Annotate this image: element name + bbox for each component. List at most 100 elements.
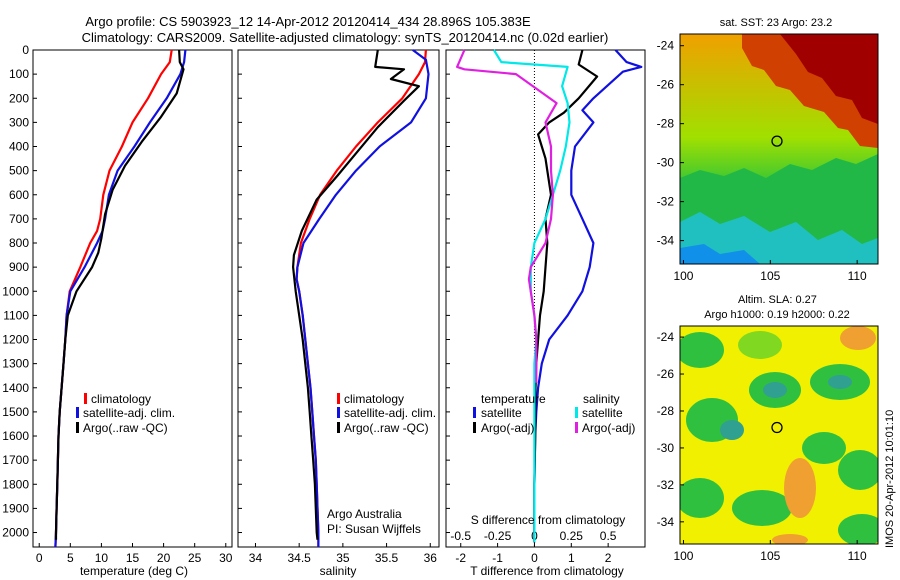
legend-swatch-s-satellite: [575, 407, 578, 418]
sst-map-field: [680, 34, 878, 264]
series-line-t-argo-adj-: [533, 49, 599, 543]
depth-tick-label: 1000: [2, 284, 29, 298]
sst-argo-position-marker: [771, 135, 783, 147]
series-line-t-satellite: [533, 49, 643, 543]
legend-header-temperature: temperature: [481, 392, 546, 406]
sst-map: sat. SST: 23 Argo: 23.2 100 105 110 -24 -26 -…: [657, 17, 879, 283]
x-tick-label: 0: [531, 551, 538, 565]
depth-tick-label: 0: [22, 43, 29, 57]
depth-tick-label: 1300: [2, 357, 29, 371]
map-x-tick-label: 100: [673, 549, 693, 563]
depth-tick-label: 1100: [3, 308, 29, 322]
legend-swatch-satellite: [337, 407, 340, 418]
map-y-tick-label: -28: [657, 117, 675, 131]
difference-axes: [445, 49, 646, 548]
depth-tick-label: 1200: [2, 333, 29, 347]
map-y-tick-label: -32: [657, 478, 675, 492]
annotation-pi: PI: Susan Wijffels: [327, 522, 421, 536]
x-tick-label: 0: [36, 551, 43, 565]
map-y-tick-label: -24: [657, 330, 675, 344]
x-tick-label: 36: [424, 551, 438, 565]
legend-swatch-s-argo: [575, 422, 578, 433]
x-tick-label: 10: [95, 551, 109, 565]
legend-label-climatology: climatology: [344, 392, 404, 406]
salinity-axis-label: salinity: [320, 564, 357, 578]
depth-tick-label: 300: [9, 115, 29, 129]
x-tick-label: 25: [188, 551, 202, 565]
x-tick-label: 2: [605, 551, 612, 565]
sla-map-subtitle: Argo h1000: 0.19 h2000: 0.22: [704, 309, 850, 321]
legend-header-salinity: salinity: [583, 392, 620, 406]
map-y-tick-label: -26: [657, 78, 675, 92]
x-tick-label: -1: [492, 551, 503, 565]
x-tick-label: 1: [568, 551, 575, 565]
sla-map-field: [680, 326, 878, 544]
legend-label-t-satellite: satellite: [481, 406, 522, 420]
temperature-axis-label: temperature (deg C): [80, 564, 188, 578]
sla-map: Altim. SLA: 0.27 Argo h1000: 0.19 h2000:…: [657, 294, 879, 563]
legend-swatch-argo: [76, 422, 79, 433]
legend-label-satellite: satellite-adj. clim.: [83, 406, 175, 420]
legend-swatch-t-satellite: [473, 407, 476, 418]
map-x-tick-label: 110: [848, 549, 867, 563]
x-tick-label: 20: [157, 551, 171, 565]
map-x-tick-label: 105: [760, 549, 780, 563]
x-tick-label: 34.5: [287, 551, 311, 565]
series-line-argo-raw-qc-: [54, 49, 185, 540]
depth-tick-label: 800: [9, 236, 29, 250]
sla-map-frame: [679, 325, 879, 545]
map-y-tick-label: -30: [657, 441, 675, 455]
legend-swatch-climatology: [84, 393, 87, 404]
depth-tick-label: 900: [9, 260, 29, 274]
x-tick-label: 30: [219, 551, 233, 565]
annotation-argo-australia: Argo Australia: [327, 507, 402, 521]
map-y-tick-label: -30: [657, 156, 675, 170]
legend-swatch-argo: [337, 422, 340, 433]
difference-axis-label: T difference from climatology: [470, 564, 624, 578]
legend-label-climatology: climatology: [91, 392, 151, 406]
legend-swatch-climatology: [337, 393, 340, 404]
top-x-tick-label: 0.5: [600, 529, 617, 543]
profile-series: [54, 49, 643, 548]
sst-map-frame: [679, 33, 879, 265]
map-x-tick-label: 110: [848, 269, 867, 283]
sla-argo-position-marker: [771, 421, 783, 434]
legend-label-s-satellite: satellite: [582, 406, 623, 420]
salinity-axes: [237, 49, 440, 548]
temperature-legend: climatology satellite-adj. clim. Argo(..…: [76, 392, 175, 435]
depth-tick-labels: 0 100 200 300 400 500 600 700 800 900 1000 1100 1200…: [2, 43, 450, 540]
depth-tick-label: 1600: [2, 429, 29, 443]
depth-tick-label: 700: [9, 212, 29, 226]
map-y-tick-label: -34: [657, 234, 675, 248]
map-x-tick-label: 105: [760, 269, 780, 283]
x-tick-label: -2: [455, 551, 466, 565]
depth-tick-label: 1800: [2, 477, 29, 491]
top-x-tick-label: -0.5: [450, 529, 471, 543]
map-x-tick-label: 100: [673, 269, 693, 283]
header-line-1: Argo profile: CS 5903923_12 14-Apr-2012 …: [85, 14, 531, 29]
series-line-argo-raw-qc-: [292, 49, 420, 540]
map-y-tick-label: -32: [657, 195, 675, 209]
depth-tick-label: 100: [9, 67, 29, 81]
legend-label-argo: Argo(..raw -QC): [83, 421, 168, 435]
depth-tick-label: 2000: [2, 526, 29, 540]
x-tick-label: 5: [67, 551, 74, 565]
sst-map-ticks: 100 105 110 -24 -26 -28 -30 -32 -34: [657, 39, 867, 283]
map-y-tick-label: -24: [657, 39, 675, 53]
legend-label-s-argo: Argo(-adj): [582, 421, 635, 435]
depth-tick-label: 1900: [2, 501, 29, 515]
series-line-satellite-adj-clim-: [295, 49, 430, 547]
legend-swatch-t-argo: [473, 422, 476, 433]
depth-tick-label: 500: [9, 164, 29, 178]
x-tick-label: 35: [336, 551, 350, 565]
difference-legend: temperature salinity satellite Argo(-adj…: [473, 392, 635, 435]
panel-tick-labels: 0 5 10 15 20 25 30 34 34.5 35 35.5 36 -2 -1 0 1 2 -0.5 -0.…: [36, 529, 617, 565]
depth-tick-label: 400: [9, 140, 29, 154]
top-x-tick-label: -0.25: [484, 529, 512, 543]
depth-tick-label: 1400: [2, 381, 29, 395]
legend-label-argo: Argo(..raw -QC): [344, 421, 429, 435]
top-x-tick-label: 0.25: [560, 529, 584, 543]
sla-map-ticks: 100 105 110 -24 -26 -28 -30 -32 -34: [657, 330, 867, 563]
sst-map-title: sat. SST: 23 Argo: 23.2: [720, 17, 833, 29]
